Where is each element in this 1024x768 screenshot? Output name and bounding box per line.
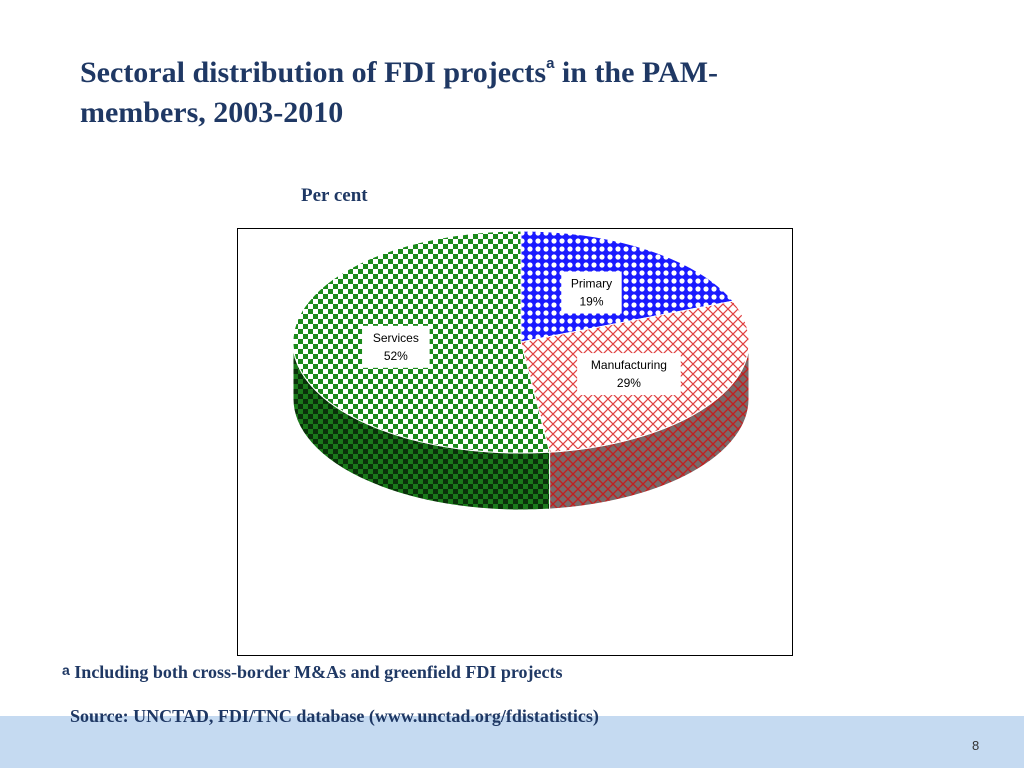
data-label-box: [561, 271, 622, 314]
source-note: Source: UNCTAD, FDI/TNC database (www.un…: [70, 706, 599, 726]
data-label-box: [362, 325, 430, 368]
chart-frame: Primary 19% Manufacturing 29% Services 52%: [237, 228, 793, 656]
data-label-value: 19%: [579, 295, 603, 309]
data-label-manufacturing: Manufacturing 29%: [577, 353, 681, 396]
footnote-mark: a: [62, 662, 70, 678]
title-main: Sectoral distribution of FDI projects: [80, 56, 547, 89]
data-label-value: 52%: [384, 349, 408, 363]
slide-title: Sectoral distribution of FDI projectsa i…: [80, 44, 840, 133]
pie-tops: [292, 230, 750, 454]
title-footnote-mark: a: [546, 55, 555, 72]
title-rest: in the PAM-members, 2003-2010: [80, 56, 719, 129]
footnote: a Including both cross-border M&As and g…: [62, 658, 662, 684]
chart-unit-label: Per cent: [301, 185, 368, 206]
footnote-text: Including both cross-border M&As and gre…: [69, 662, 563, 682]
footer-band: [0, 716, 1024, 768]
page-number: 8: [972, 738, 980, 753]
data-label-value: 29%: [617, 376, 641, 390]
pie-chart: Primary 19% Manufacturing 29% Services 52%: [292, 230, 750, 511]
data-label-box: [577, 353, 681, 396]
pie-labels: Primary 19% Manufacturing 29% Services 52%: [362, 271, 681, 396]
data-label-name: Services: [373, 331, 419, 345]
pie-slice-primary: [520, 230, 734, 343]
data-label-name: Primary: [571, 277, 612, 291]
data-label-name: Manufacturing: [591, 358, 667, 372]
data-label-primary: Primary 19%: [561, 271, 622, 314]
data-label-services: Services 52%: [362, 325, 430, 368]
